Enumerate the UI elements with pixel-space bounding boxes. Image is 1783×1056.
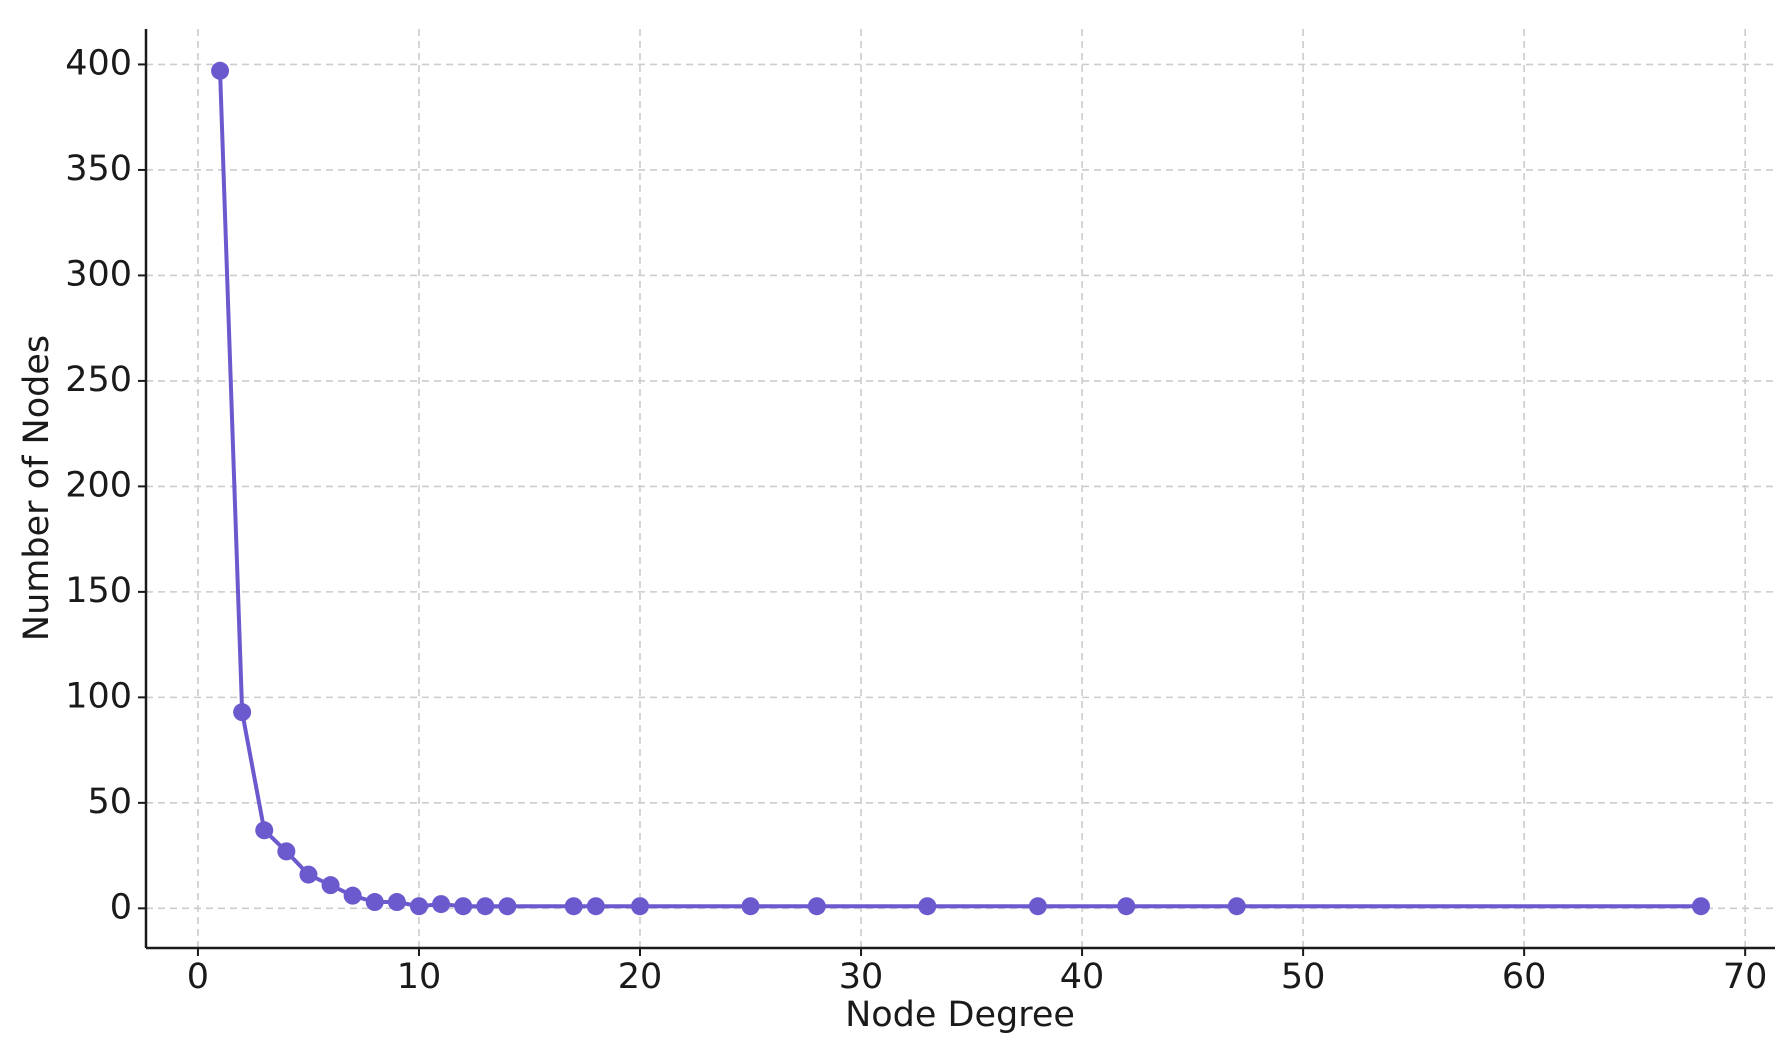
point [741,897,760,916]
x-tick-label: 50 [1281,957,1326,997]
point [277,842,296,861]
point [564,897,583,916]
x-tick-label: 0 [187,957,209,997]
x-axis-label: Node Degree [845,995,1075,1035]
x-tick-label: 10 [397,957,442,997]
point [476,897,495,916]
point [1227,897,1246,916]
line [218,70,1701,909]
point [343,886,362,905]
point [299,865,318,884]
y-tick-label: 100 [65,676,132,716]
y-tick-label: 150 [65,571,132,611]
point [387,893,406,912]
y-tick-label: 250 [65,360,132,400]
point [631,897,650,916]
x-tick-label: 60 [1502,957,1547,997]
point [807,897,826,916]
point [454,897,473,916]
point [918,897,937,916]
x-tick-label: 20 [618,957,663,997]
point [1028,897,1047,916]
y-tick-label: 50 [87,782,132,822]
point [255,821,274,840]
point [365,893,384,912]
y-tick-label: 350 [65,149,132,189]
point [1117,897,1136,916]
point [409,897,428,916]
point [233,703,252,722]
y-tick-label: 300 [65,254,132,294]
y-tick-label: 0 [110,887,132,927]
y-tick-label: 400 [65,43,132,83]
point [586,897,605,916]
y-tick-label: 200 [65,465,132,505]
point [432,895,451,914]
point [321,876,340,895]
point [1691,897,1710,916]
x-tick-label: 30 [839,957,884,997]
x-tick-label: 40 [1060,957,1105,997]
x-tick-label: 70 [1723,957,1768,997]
y-axis-label: Number of Nodes [17,335,57,641]
point [498,897,517,916]
point [211,61,230,80]
